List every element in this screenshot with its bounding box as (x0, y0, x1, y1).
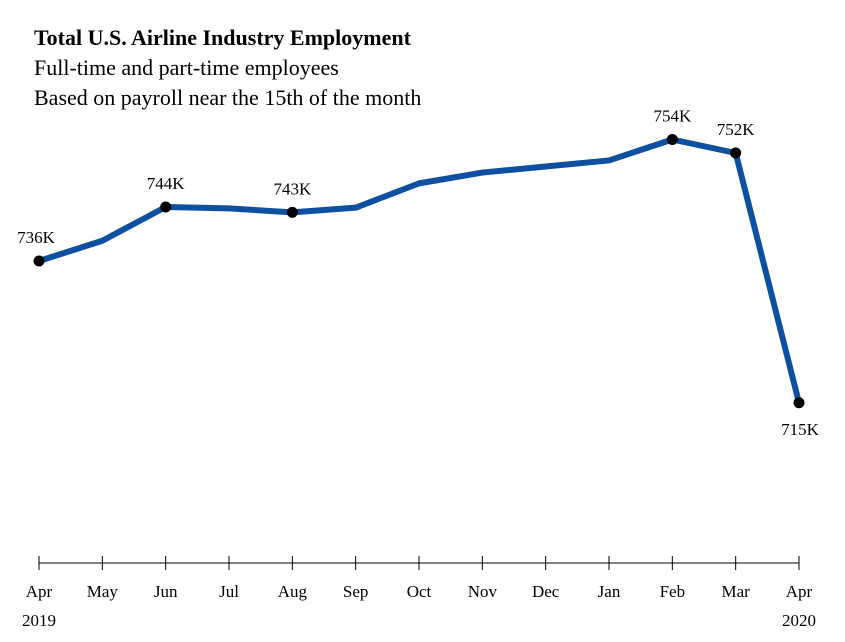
x-year-label: 2019 (22, 611, 56, 630)
x-tick-label: Mar (722, 582, 751, 601)
data-point (793, 397, 805, 409)
x-year-label: 2020 (782, 611, 816, 630)
data-point (33, 255, 45, 267)
x-tick-label: Oct (407, 582, 432, 601)
x-tick-label: Aug (278, 582, 308, 601)
data-label: 736K (17, 228, 56, 247)
x-axis: Apr May Jun Jul Aug Sep Oct Nov Dec Jan Feb Mar Apr 2… (22, 556, 816, 630)
data-label: 715K (781, 420, 820, 439)
data-point (666, 134, 678, 145)
data-point (160, 201, 172, 213)
x-tick-label: May (87, 582, 119, 601)
data-label: 744K (147, 174, 186, 193)
x-tick-label: Dec (532, 582, 560, 601)
data-label: 752K (717, 120, 756, 139)
chart-subtitle-2: Based on payroll near the 15th of the mo… (34, 85, 421, 110)
data-point (286, 206, 298, 218)
data-label: 743K (273, 179, 312, 198)
x-tick-label: Jul (219, 582, 239, 601)
x-tick-label: Nov (468, 582, 498, 601)
chart-subtitle-1: Full-time and part-time employees (34, 55, 339, 80)
x-tick-label: Apr (26, 582, 53, 601)
x-tick-label: Feb (660, 582, 686, 601)
x-tick-label: Jan (598, 582, 621, 601)
data-point (730, 147, 742, 159)
data-label: 754K (653, 107, 692, 126)
series-employment: 736K 744K 743K 754K 752K 715K (17, 107, 820, 439)
chart-title: Total U.S. Airline Industry Employment (34, 25, 412, 50)
x-tick-label: Apr (786, 582, 813, 601)
x-tick-label: Sep (343, 582, 369, 601)
x-tick-label: Jun (154, 582, 178, 601)
